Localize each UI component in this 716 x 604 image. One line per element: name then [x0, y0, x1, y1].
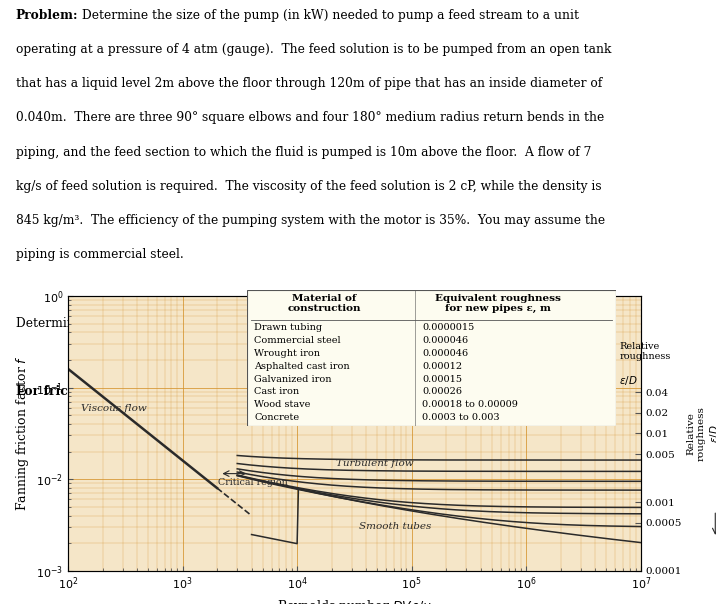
Text: Relative
roughness: Relative roughness [619, 342, 671, 361]
Text: 0.00012: 0.00012 [422, 362, 463, 371]
Text: 0.040m.  There are three 90° square elbows and four 180° medium radius return be: 0.040m. There are three 90° square elbow… [16, 111, 604, 124]
Text: Determine the cost of this designed pump, the PED, FCI, and TCI.: Determine the cost of this designed pump… [16, 316, 427, 330]
X-axis label: Reynolds number $DV\rho/\mu$: Reynolds number $DV\rho/\mu$ [277, 598, 432, 604]
Text: For friction factors:: For friction factors: [16, 385, 153, 398]
Text: Asphalted cast iron: Asphalted cast iron [254, 362, 350, 371]
Text: 0.00018 to 0.00009: 0.00018 to 0.00009 [422, 400, 518, 409]
Text: piping, and the feed section to which the fluid is pumped is 10m above the floor: piping, and the feed section to which th… [16, 146, 591, 158]
Text: operating at a pressure of 4 atm (gauge).  The feed solution is to be pumped fro: operating at a pressure of 4 atm (gauge)… [16, 43, 611, 56]
Text: Wood stave: Wood stave [254, 400, 311, 409]
Text: 0.00026: 0.00026 [422, 387, 462, 396]
Text: 0.00015: 0.00015 [422, 374, 462, 384]
Text: Equivalent roughness
for new pipes ε, m: Equivalent roughness for new pipes ε, m [435, 294, 561, 313]
Text: 0.0003 to 0.003: 0.0003 to 0.003 [422, 413, 500, 422]
Y-axis label: Fanning friction factor $f$: Fanning friction factor $f$ [14, 355, 31, 512]
Text: that has a liquid level 2m above the floor through 120m of pipe that has an insi: that has a liquid level 2m above the flo… [16, 77, 602, 90]
Text: Determine the size of the pump (in kW) needed to pump a feed stream to a unit: Determine the size of the pump (in kW) n… [82, 8, 579, 22]
Text: Concrete: Concrete [254, 413, 299, 422]
Text: Smooth tubes: Smooth tubes [359, 522, 432, 531]
Text: 0.000046: 0.000046 [422, 336, 468, 345]
Text: 0.000046: 0.000046 [422, 349, 468, 358]
Text: $\epsilon/D$: $\epsilon/D$ [619, 374, 638, 387]
Text: Commercial steel: Commercial steel [254, 336, 341, 345]
Text: Problem:: Problem: [16, 8, 78, 22]
Text: Galvanized iron: Galvanized iron [254, 374, 332, 384]
Text: Drawn tubing: Drawn tubing [254, 323, 322, 332]
Text: Critical region: Critical region [218, 478, 288, 487]
Text: Viscous flow: Viscous flow [81, 404, 147, 413]
Text: Cast iron: Cast iron [254, 387, 299, 396]
Text: Turbulent flow: Turbulent flow [337, 460, 414, 468]
Text: 0.0000015: 0.0000015 [422, 323, 475, 332]
Text: 845 kg/m³.  The efficiency of the pumping system with the motor is 35%.  You may: 845 kg/m³. The efficiency of the pumping… [16, 214, 605, 227]
Text: Material of
construction: Material of construction [288, 294, 361, 313]
Y-axis label: Relative
roughness
$\epsilon/D$: Relative roughness $\epsilon/D$ [686, 406, 716, 461]
Text: Wrought iron: Wrought iron [254, 349, 320, 358]
Text: kg/s of feed solution is required.  The viscosity of the feed solution is 2 cP, : kg/s of feed solution is required. The v… [16, 180, 601, 193]
Text: piping is commercial steel.: piping is commercial steel. [16, 248, 183, 261]
